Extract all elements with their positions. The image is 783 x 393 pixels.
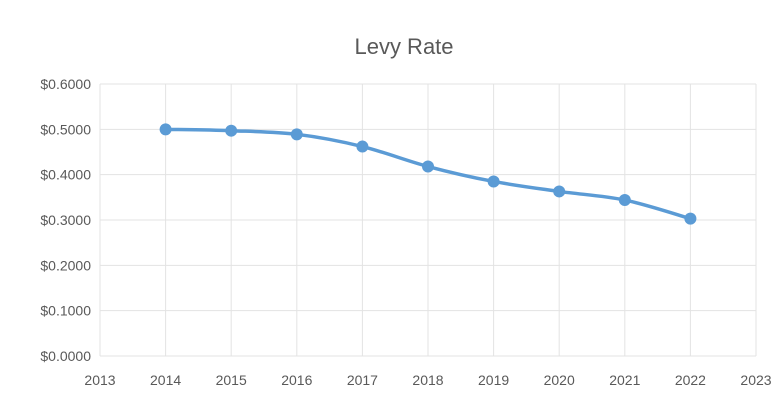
data-point <box>290 128 303 141</box>
x-tick-label: 2018 <box>412 372 443 388</box>
x-tick-label: 2020 <box>544 372 575 388</box>
y-tick-label: $0.0000 <box>40 348 91 364</box>
data-point <box>422 160 434 173</box>
x-axis-ticks: 2013 2014 2015 2016 2017 2018 2019 2020 2021 2022… <box>84 372 771 388</box>
x-tick-label: 2013 <box>84 372 115 388</box>
series-layer <box>159 123 697 225</box>
y-tick-label: $0.1000 <box>40 303 91 319</box>
x-tick-label: 2019 <box>478 372 509 388</box>
y-tick-label: $0.4000 <box>40 167 91 183</box>
x-tick-label: 2022 <box>675 372 706 388</box>
y-tick-label: $0.2000 <box>40 257 91 273</box>
x-tick-label: 2017 <box>347 372 378 388</box>
x-tick-label: 2014 <box>150 372 181 388</box>
y-tick-label: $0.3000 <box>40 212 91 228</box>
x-tick-label: 2015 <box>216 372 247 388</box>
y-axis-ticks: $0.0000 $0.1000 $0.2000 $0.3000 $0.4000 $0.50… <box>40 76 91 364</box>
x-tick-label: 2016 <box>281 372 312 388</box>
data-point <box>159 123 172 136</box>
chart-title: Levy Rate <box>354 34 453 59</box>
data-point <box>356 140 369 153</box>
data-point <box>487 175 500 188</box>
data-point <box>684 212 697 225</box>
y-tick-label: $0.5000 <box>40 121 91 137</box>
x-tick-label: 2023 <box>740 372 771 388</box>
data-point <box>225 124 238 137</box>
x-tick-label: 2021 <box>609 372 640 388</box>
data-point <box>553 185 566 198</box>
data-point <box>618 194 631 207</box>
y-tick-label: $0.6000 <box>40 76 91 92</box>
